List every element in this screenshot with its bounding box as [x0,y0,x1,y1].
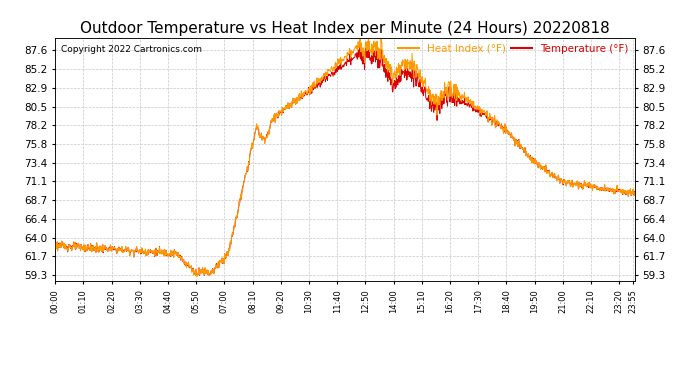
Title: Outdoor Temperature vs Heat Index per Minute (24 Hours) 20220818: Outdoor Temperature vs Heat Index per Mi… [80,21,610,36]
Text: Copyright 2022 Cartronics.com: Copyright 2022 Cartronics.com [61,45,202,54]
Legend: Heat Index (°F), Temperature (°F): Heat Index (°F), Temperature (°F) [393,40,633,58]
